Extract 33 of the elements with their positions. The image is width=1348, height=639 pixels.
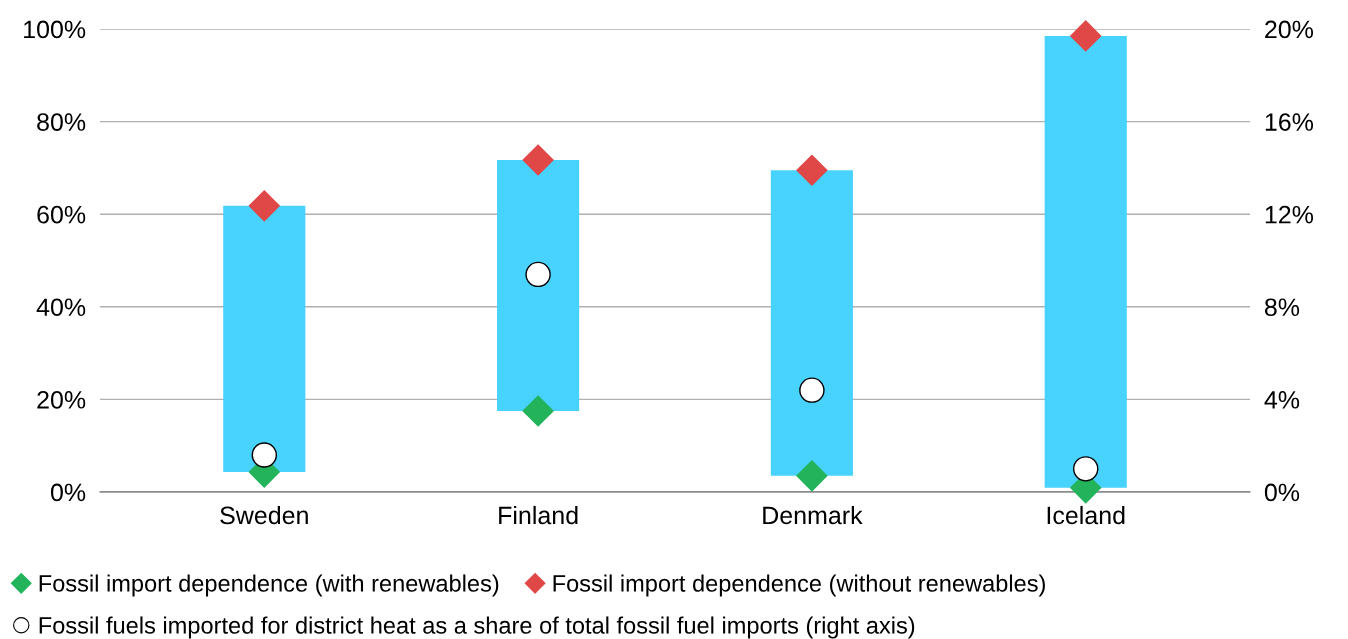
y2-tick-label: 16%: [1265, 113, 1314, 131]
y2-tick-label: 20%: [1265, 20, 1314, 39]
point: [1072, 456, 1099, 482]
point: [796, 459, 828, 492]
y-tick-label: 20%: [37, 391, 86, 409]
y-tick-label: 60%: [37, 205, 86, 224]
point: [796, 154, 828, 187]
x-tick-label: Denmark: [763, 505, 863, 525]
point: [522, 144, 554, 176]
x-tick-label: Iceland: [1047, 505, 1125, 525]
point: [1069, 20, 1102, 52]
y-tick-label: 100%: [24, 20, 86, 39]
y2-tick-label: 4%: [1264, 391, 1300, 409]
x-tick-label: Sweden: [220, 505, 308, 525]
y-tick-label: 0%: [50, 483, 86, 502]
legend-label: Fossil import dependence (without renewables): [553, 574, 1045, 597]
bar: [223, 205, 306, 473]
y-tick-label: 80%: [37, 113, 86, 131]
y2-tick-label: 8%: [1264, 298, 1300, 317]
point: [251, 442, 278, 468]
point: [799, 377, 825, 403]
y-tick-label: 40%: [36, 298, 86, 317]
legend-label: Fossil fuels imported for district heat as a share of total fossil fuel imports (right axis): [39, 616, 915, 639]
y2-tick-label: 0%: [1264, 483, 1300, 502]
legend-label: Fossil import dependence (with renewables): [39, 574, 499, 597]
point: [248, 190, 281, 222]
point: [525, 261, 551, 288]
bar: [497, 160, 580, 411]
bar: [770, 170, 853, 476]
bar: [1044, 35, 1127, 488]
x-tick-label: Finland: [499, 505, 578, 525]
y2-tick-label: 12%: [1265, 205, 1314, 224]
point: [522, 395, 554, 427]
